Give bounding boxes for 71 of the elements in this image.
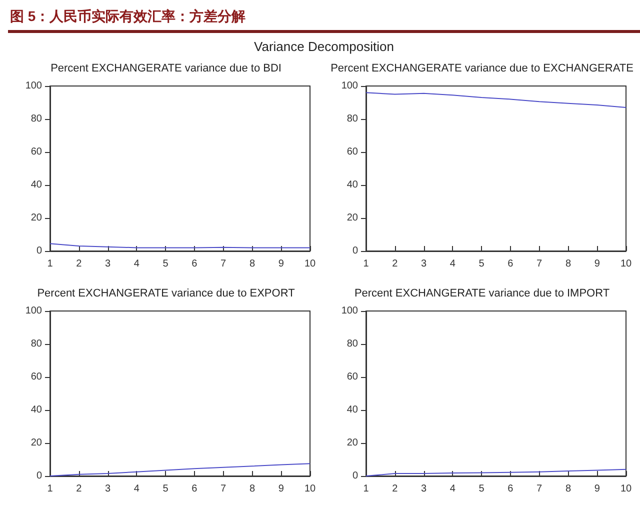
x-tick-label: 7: [220, 484, 227, 494]
x-tick-label: 1: [47, 484, 54, 494]
x-tick-label: 10: [620, 484, 632, 494]
x-tick-label: 2: [392, 258, 398, 270]
x-tick-label: 6: [508, 258, 514, 270]
chart-title: Percent EXCHANGERATE variance due to EXCHANGERATE: [330, 62, 634, 74]
x-tick-label: 4: [134, 258, 140, 270]
y-tick-label: 0: [36, 470, 42, 482]
y-tick-label: 80: [346, 338, 358, 350]
x-tick-label: 9: [594, 484, 600, 494]
x-tick-label: 3: [104, 258, 111, 270]
x-tick-label: 6: [508, 484, 514, 494]
y-tick-label: 40: [30, 404, 42, 416]
caption: 图 5：人民币实际有效汇率：方差分解: [8, 8, 640, 33]
y-tick-label: 40: [30, 180, 42, 190]
x-tick-label: 4: [134, 484, 140, 494]
x-tick-label: 1: [363, 484, 370, 494]
x-tick-label: 3: [420, 484, 427, 494]
x-tick-label: 8: [565, 258, 572, 270]
x-tick-label: 10: [620, 258, 632, 270]
x-tick-label: 5: [478, 258, 485, 270]
y-tick-label: 40: [346, 404, 358, 416]
x-tick-label: 5: [162, 258, 169, 270]
x-tick-label: 9: [594, 258, 600, 270]
y-tick-label: 60: [30, 146, 42, 158]
y-tick-label: 80: [30, 114, 42, 124]
x-tick-label: 4: [450, 258, 456, 270]
x-tick-label: 9: [278, 484, 284, 494]
x-tick-label: 10: [304, 258, 316, 270]
y-tick-label: 100: [341, 80, 358, 92]
x-tick-label: 3: [420, 258, 427, 270]
x-tick-label: 8: [565, 484, 572, 494]
line-series: [366, 92, 626, 108]
x-tick-label: 4: [450, 484, 456, 494]
x-tick-label: 8: [249, 484, 256, 494]
x-tick-label: 5: [162, 484, 169, 494]
y-tick-label: 0: [36, 246, 42, 256]
y-tick-label: 20: [30, 438, 42, 448]
y-tick-label: 20: [346, 438, 358, 448]
x-tick-label: 7: [220, 258, 227, 270]
x-tick-label: 7: [536, 258, 543, 270]
y-tick-label: 100: [25, 80, 42, 92]
x-tick-label: 7: [536, 484, 543, 494]
y-tick-label: 20: [30, 212, 42, 224]
x-tick-label: 6: [192, 258, 198, 270]
x-tick-label: 9: [278, 258, 284, 270]
x-tick-label: 6: [192, 484, 198, 494]
chart-title: Percent EXCHANGERATE variance due to BDI: [50, 62, 282, 74]
x-tick-label: 1: [47, 258, 54, 270]
chart-title: Percent EXCHANGERATE variance due to IMPORT: [354, 288, 610, 300]
x-tick-label: 2: [392, 484, 398, 494]
x-tick-label: 1: [363, 258, 370, 270]
y-tick-label: 40: [346, 180, 358, 190]
x-tick-label: 2: [76, 484, 82, 494]
y-tick-label: 60: [30, 372, 42, 382]
y-tick-label: 80: [30, 338, 42, 350]
y-tick-label: 100: [341, 306, 358, 316]
y-tick-label: 20: [346, 212, 358, 224]
y-tick-label: 80: [346, 114, 358, 124]
x-tick-label: 3: [104, 484, 111, 494]
y-tick-label: 100: [25, 306, 42, 316]
y-tick-label: 0: [352, 470, 358, 482]
x-tick-label: 2: [76, 258, 82, 270]
y-tick-label: 0: [352, 246, 358, 256]
chart-title: Percent EXCHANGERATE variance due to EXPORT: [37, 288, 296, 300]
x-tick-label: 10: [304, 484, 316, 494]
x-tick-label: 8: [249, 258, 256, 270]
y-tick-label: 60: [346, 146, 358, 158]
text: Variance Decomposition: [253, 39, 395, 54]
x-tick-label: 5: [478, 484, 485, 494]
y-tick-label: 60: [346, 372, 358, 382]
